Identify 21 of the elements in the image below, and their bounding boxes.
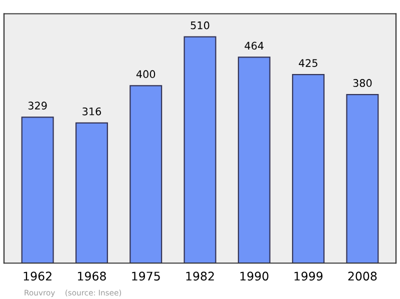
x-tick-label: 1990 xyxy=(240,272,268,281)
bar xyxy=(238,56,270,264)
x-tick-label: 2008 xyxy=(348,272,377,281)
data-label: 316 xyxy=(82,107,101,116)
data-label: 425 xyxy=(298,59,318,67)
bar xyxy=(184,36,216,264)
data-label: 380 xyxy=(353,79,372,87)
bar xyxy=(292,74,325,264)
x-tick-label: 1962 xyxy=(24,272,52,281)
bar xyxy=(75,122,108,264)
bar xyxy=(21,116,54,264)
data-label: 400 xyxy=(136,70,156,78)
x-tick-label: 1968 xyxy=(78,272,106,281)
x-tick-label: 1975 xyxy=(132,272,160,281)
bar xyxy=(346,94,379,264)
data-label: 510 xyxy=(190,21,210,30)
data-label: 329 xyxy=(28,102,47,110)
x-tick-label: 1999 xyxy=(294,272,322,281)
bar xyxy=(130,85,162,264)
data-label: 464 xyxy=(244,42,264,50)
x-tick-label: 1982 xyxy=(186,272,214,281)
